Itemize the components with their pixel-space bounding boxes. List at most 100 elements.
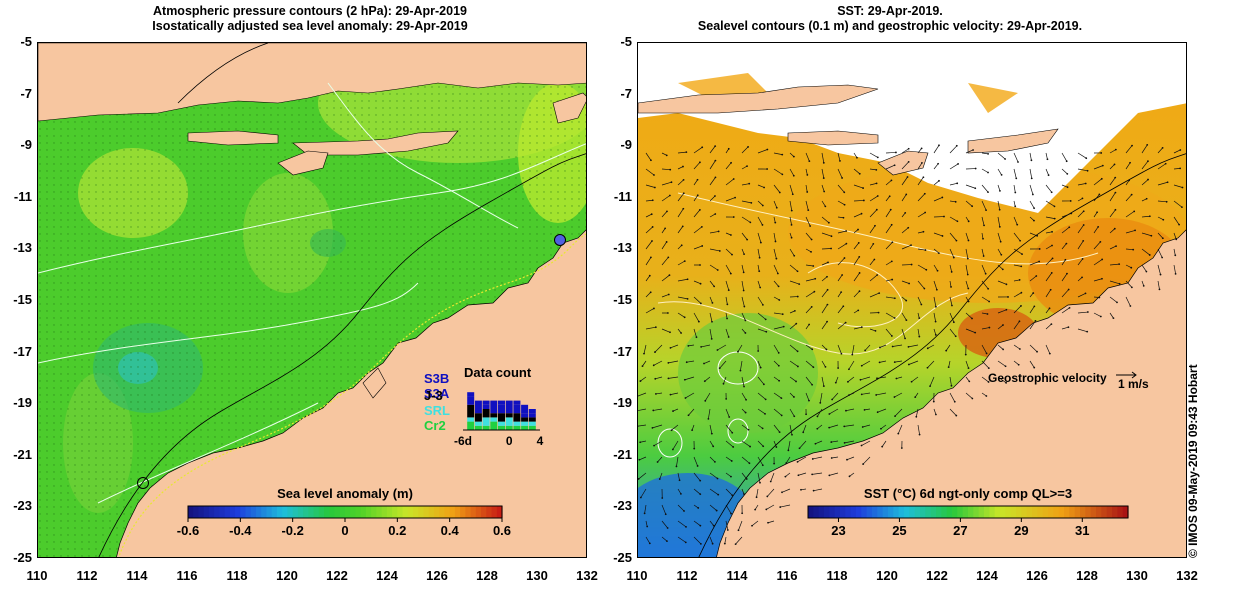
velocity-arrow-head [814,277,817,280]
velocity-arrow [821,200,826,207]
velocity-arrow-head [680,492,682,495]
velocity-arrow-head [665,241,668,243]
velocity-arrow [708,408,711,419]
velocity-arrow-head [748,182,751,185]
data-count-bar-segment [474,400,482,409]
velocity-arrow-head [1100,152,1103,154]
velocity-arrow [668,360,679,364]
velocity-arrow-head [875,208,878,211]
velocity-arrow [1093,226,1099,234]
velocity-arrow-head [897,432,900,435]
velocity-arrow [741,376,745,387]
velocity-arrow-head [808,160,811,163]
velocity-arrow [1157,248,1163,258]
velocity-arrow [645,168,655,176]
latitude-tick-label: -21 [613,446,632,462]
velocity-arrow [981,264,986,274]
velocity-arrow [997,216,1001,227]
right-title-line1: SST: 29-Apr-2019. [837,4,943,18]
velocity-arrow [1029,152,1032,161]
velocity-arrow-head [1099,315,1102,318]
velocity-arrow-head [761,464,764,467]
velocity-arrow [815,440,823,445]
velocity-arrow-head [1005,381,1008,384]
colorbar-segment [345,506,351,518]
velocity-arrow [709,456,716,463]
velocity-arrow [1173,216,1180,225]
velocity-arrow [661,241,667,250]
velocity-arrow [1109,177,1116,186]
velocity-arrow-head [795,380,797,383]
velocity-arrow-head [1067,288,1070,291]
velocity-arrow-head [651,426,654,429]
velocity-arrow-head [1081,258,1084,260]
velocity-arrow-head [759,286,762,289]
velocity-arrow-head [924,249,927,251]
velocity-arrow-head [1069,200,1072,202]
velocity-arrow-head [711,542,714,545]
data-count-bar-segment [490,421,498,430]
velocity-arrow-head [891,345,894,348]
velocity-arrow [693,328,697,338]
colorbar-segment [449,506,456,518]
velocity-arrow [1013,292,1022,298]
velocity-arrow [661,504,667,515]
velocity-arrow-head [824,205,827,208]
velocity-arrow-head [907,345,910,348]
velocity-arrow-head [857,241,860,244]
velocity-arrow [901,328,906,339]
velocity-arrow [1013,305,1022,314]
colorbar-segment [1090,506,1097,518]
velocity-arrow [773,360,780,367]
colorbar-segment [1021,506,1028,518]
velocity-arrow-head [711,320,713,323]
latitude-tick-label: -15 [613,292,632,307]
velocity-arrow [645,520,648,527]
velocity-arrow-head [811,458,814,460]
velocity-arrow [1125,280,1133,288]
colorbar-segment [439,506,446,518]
colorbar-segment [475,506,482,518]
velocity-arrow [1141,160,1149,170]
velocity-arrow-head [985,352,988,355]
velocity-arrow [701,344,711,348]
velocity-arrow-head [653,186,656,189]
velocity-arrow [725,312,728,319]
velocity-arrow [837,184,845,193]
velocity-arrow [1077,293,1086,298]
velocity-arrow [949,280,952,287]
latitude-tick-label: -13 [613,240,632,256]
velocity-arrow [693,209,701,218]
velocity-arrow [1125,264,1132,269]
velocity-arrow [704,392,711,402]
velocity-arrow [773,440,777,448]
velocity-arrow-head [654,326,657,329]
imos-credit: © IMOS 09-May-2019 09:43 Hobart [1186,364,1200,558]
velocity-arrow [1029,168,1033,179]
velocity-arrow [894,392,903,398]
velocity-arrow-head [857,309,860,312]
velocity-arrow [821,344,827,350]
colorbar-segment [1010,506,1017,518]
velocity-arrow [741,472,748,480]
colorbar-segment [297,506,304,518]
velocity-arrow [1045,308,1050,314]
colorbar-segment [968,506,974,518]
velocity-arrow-head [841,177,843,179]
velocity-arrow-head [1064,258,1067,261]
velocity-arrow-head [1085,157,1088,160]
velocity-arrow-head [681,225,684,228]
velocity-arrow-head [830,457,833,459]
velocity-arrow-head [926,347,929,350]
longitude-tick-label: 118 [826,568,848,583]
colorbar-segment [834,506,841,518]
velocity-arrow-head [972,149,974,151]
velocity-arrow-head [858,272,861,274]
velocity-arrow [677,536,686,543]
velocity-arrow-head [923,192,926,195]
velocity-arrow-head [1019,239,1022,242]
data-count-bar-segment [505,425,513,430]
velocity-arrow-head [1084,182,1087,185]
colorbar-segment [925,506,932,518]
velocity-arrow [853,326,862,330]
